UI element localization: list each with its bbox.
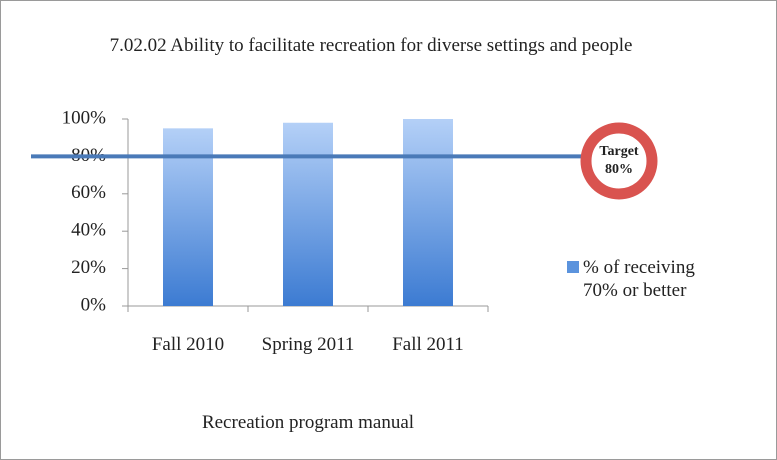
legend-swatch: [567, 261, 579, 273]
x-tick-label: Spring 2011: [261, 334, 355, 355]
target-label: 80%: [605, 162, 633, 177]
bar: [403, 119, 453, 306]
chart-title: 7.02.02 Ability to facilitate recreation…: [109, 35, 633, 56]
bar: [283, 122, 333, 307]
y-tick-label: 100%: [62, 107, 107, 128]
x-tick-label: Fall 2010: [151, 334, 225, 355]
x-tick-label: Fall 2011: [392, 334, 464, 355]
target-badge: [580, 122, 658, 200]
y-tick-label: 0%: [81, 294, 107, 315]
y-tick-label: 20%: [71, 257, 106, 278]
y-tick-label: 60%: [71, 182, 106, 203]
target-title: Target: [599, 144, 638, 159]
y-tick-label: 40%: [71, 220, 106, 241]
x-axis-label: Recreation program manual: [201, 412, 415, 433]
legend-label: % of receiving 70% or better: [583, 257, 695, 301]
